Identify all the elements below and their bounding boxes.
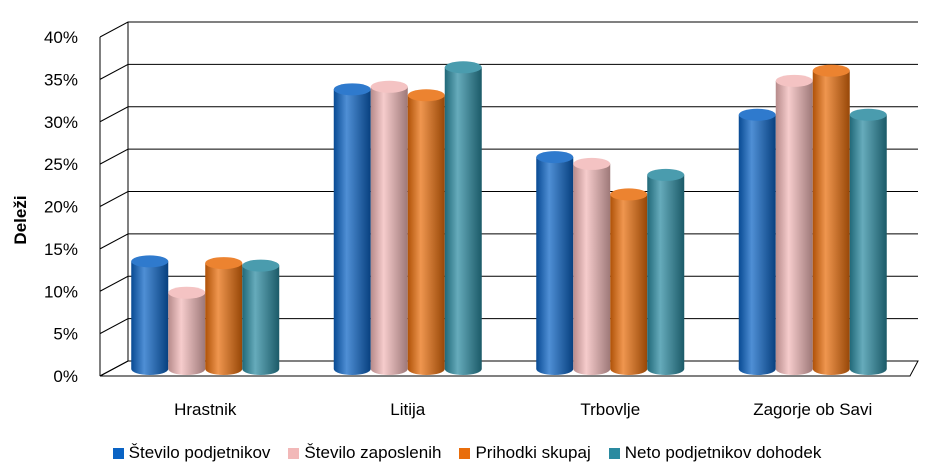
y-axis-ticks: 0% 5% 10% 15% 20% 25% 30% 35% 40% [44,28,78,386]
bar [647,168,685,375]
bar [812,64,850,376]
bar-body [131,261,169,375]
y-tick-label: 35% [44,70,78,89]
x-category-label: Zagorje ob Savi [753,400,872,419]
legend-label: Prihodki skupaj [475,443,591,462]
bar [610,188,648,375]
bar [573,157,611,375]
bar-body [573,163,611,375]
bar [131,255,169,375]
bar [849,108,887,375]
bar-body [205,263,243,375]
legend-swatch [112,447,124,459]
bar [333,83,371,375]
bar-top [812,64,850,77]
bar-top [407,89,445,102]
bar-top [205,257,243,270]
bar-body [610,194,648,375]
legend-item: Neto podjetnikov dohodek [608,443,822,463]
bar-top [444,61,482,74]
legend-label: Neto podjetnikov dohodek [624,443,822,462]
bars [131,61,887,376]
bar [444,61,482,375]
bar-top [775,74,813,87]
bar-body [444,67,482,375]
y-tick-label: 25% [44,155,78,174]
bar-body [333,89,371,375]
bar [407,89,445,375]
bar-top [370,80,408,93]
bar-top [168,286,206,299]
legend-item: Prihodki skupaj [459,443,591,463]
bar-top [738,108,776,121]
y-tick-label: 15% [44,240,78,259]
bar-top [610,188,648,201]
bar-body [536,157,574,375]
y-tick-label: 30% [44,113,78,132]
x-category-label: Trbovlje [580,400,640,419]
y-tick-label: 0% [53,367,78,386]
bar-body [407,95,445,375]
legend-swatch [459,447,471,459]
legend-swatch [288,447,300,459]
bar [775,74,813,375]
y-tick-label: 40% [44,28,78,47]
gridline [99,148,918,165]
bar-body [812,70,850,376]
x-axis-categories: Hrastnik Litija Trbovlje Zagorje ob Savi [174,400,872,419]
x-category-label: Litija [390,400,426,419]
bar-top [242,259,280,272]
bar-top [849,108,887,121]
bar-body [242,265,280,375]
bar-top [647,168,685,181]
legend-item: Število podjetnikov [112,443,271,463]
bar [738,108,776,375]
legend-label: Število podjetnikov [128,443,271,462]
bar-body [647,174,685,375]
bar-body [775,80,813,375]
y-tick-label: 20% [44,198,78,217]
bar-body [168,292,206,375]
bar [370,80,408,375]
legend-item: Število zaposlenih [288,443,441,463]
legend: Število podjetnikov Število zaposlenih Pri… [0,440,934,466]
bar-body [370,86,408,375]
y-tick-label: 10% [44,282,78,301]
legend-swatch [608,447,620,459]
y-axis-title: Deleži [11,195,30,244]
legend-label: Število zaposlenih [304,443,442,462]
bar-body [849,114,887,375]
bar-top [333,83,371,96]
bar-chart: 0% 5% 10% 15% 20% 25% 30% 35% 40% Hrastnik Litija… [11,21,919,419]
bar-top [131,255,169,268]
gridline [99,63,918,80]
bar [205,257,243,375]
gridlines [99,21,919,377]
bar-top [573,157,611,170]
bar [168,286,206,375]
y-tick-label: 5% [53,325,78,344]
bar-top [536,151,574,164]
bar-body [738,114,776,375]
bar [536,151,574,375]
gridline [99,106,918,123]
x-category-label: Hrastnik [174,400,237,419]
gridline [99,21,918,38]
bar [242,259,280,375]
